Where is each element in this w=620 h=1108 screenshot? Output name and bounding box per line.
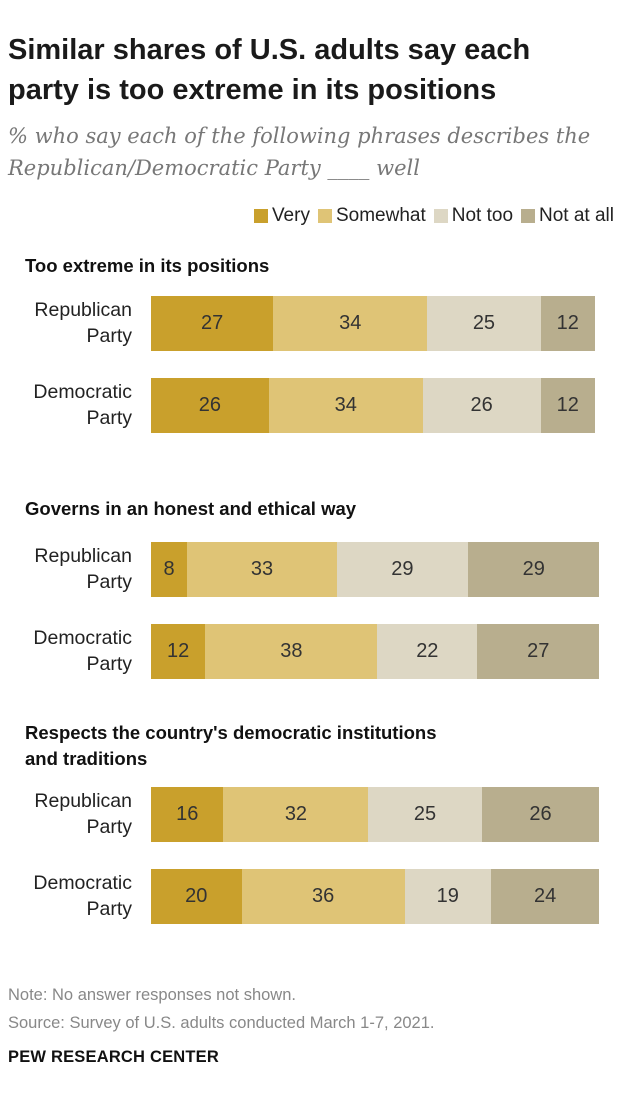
group-label: Too extreme in its positions bbox=[25, 255, 270, 276]
row-label: Democratic Party bbox=[33, 872, 132, 920]
chart-subtitle: % who say each of the following phrases … bbox=[8, 124, 591, 180]
group-label: Governs in an honest and ethical way bbox=[25, 498, 357, 519]
bar-segment: 12 bbox=[151, 624, 206, 679]
bar-segment: 36 bbox=[241, 869, 405, 924]
bar-segment: 38 bbox=[205, 624, 378, 679]
legend-swatch bbox=[253, 209, 268, 223]
legend-swatch bbox=[317, 209, 332, 223]
legend-swatch bbox=[433, 209, 448, 223]
row-label: Republican Party bbox=[34, 299, 132, 347]
bar-segment: 12 bbox=[540, 296, 595, 351]
stacked-bar: 20 36 19 24 bbox=[151, 869, 600, 924]
footer-org: PEW RESEARCH CENTER bbox=[8, 1048, 219, 1066]
bar-segment: 12 bbox=[540, 378, 595, 433]
bar-segment: 26 bbox=[151, 378, 269, 433]
row-label: Democratic Party bbox=[33, 627, 132, 675]
legend: Very Somewhat Not too Not at all bbox=[246, 205, 614, 227]
bar-segment: 29 bbox=[468, 542, 600, 597]
bar-segment: 34 bbox=[268, 378, 423, 433]
footer-note: Note: No answer responses not shown. bbox=[8, 986, 296, 1004]
row-label: Republican Party bbox=[34, 790, 132, 838]
bar-segment: 27 bbox=[151, 296, 274, 351]
legend-item: Not at all bbox=[521, 205, 614, 227]
stacked-bar: 26 34 26 12 bbox=[151, 378, 595, 433]
bar-segment: 8 bbox=[151, 542, 188, 597]
legend-label: Very bbox=[271, 205, 310, 226]
footer-source: Source: Survey of U.S. adults conducted … bbox=[8, 1014, 435, 1032]
legend-item: Very bbox=[253, 205, 310, 227]
bar-segment: 16 bbox=[151, 787, 224, 842]
bar-segment: 27 bbox=[477, 624, 600, 679]
stacked-bar: 16 32 25 26 bbox=[151, 787, 600, 842]
chart-title: Similar shares of U.S. adults say each p… bbox=[8, 34, 531, 106]
legend-label: Not too bbox=[451, 205, 514, 226]
stacked-bar: 8 33 29 29 bbox=[151, 542, 600, 597]
legend-item: Somewhat bbox=[317, 205, 426, 227]
bar-segment: 34 bbox=[273, 296, 428, 351]
bar-segment: 32 bbox=[223, 787, 369, 842]
bar-segment: 24 bbox=[490, 869, 600, 924]
row-label: Democratic Party bbox=[33, 381, 132, 429]
group-label: Respects the country's democratic instit… bbox=[25, 722, 437, 769]
row-label: Republican Party bbox=[34, 545, 132, 593]
legend-item: Not too bbox=[433, 205, 514, 227]
bar-segment: 33 bbox=[187, 542, 337, 597]
legend-label: Not at all bbox=[539, 205, 614, 226]
bar-segment: 22 bbox=[377, 624, 478, 679]
bar-segment: 26 bbox=[422, 378, 541, 433]
stacked-bar: 12 38 22 27 bbox=[151, 624, 600, 679]
bar-segment: 25 bbox=[368, 787, 482, 842]
legend-swatch bbox=[521, 209, 536, 223]
bar-segment: 20 bbox=[151, 869, 242, 924]
bar-segment: 25 bbox=[427, 296, 541, 351]
bar-segment: 26 bbox=[481, 787, 600, 842]
stacked-bar: 27 34 25 12 bbox=[151, 296, 595, 351]
bar-segment: 29 bbox=[336, 542, 469, 597]
legend-label: Somewhat bbox=[335, 205, 426, 226]
bar-segment: 19 bbox=[404, 869, 491, 924]
